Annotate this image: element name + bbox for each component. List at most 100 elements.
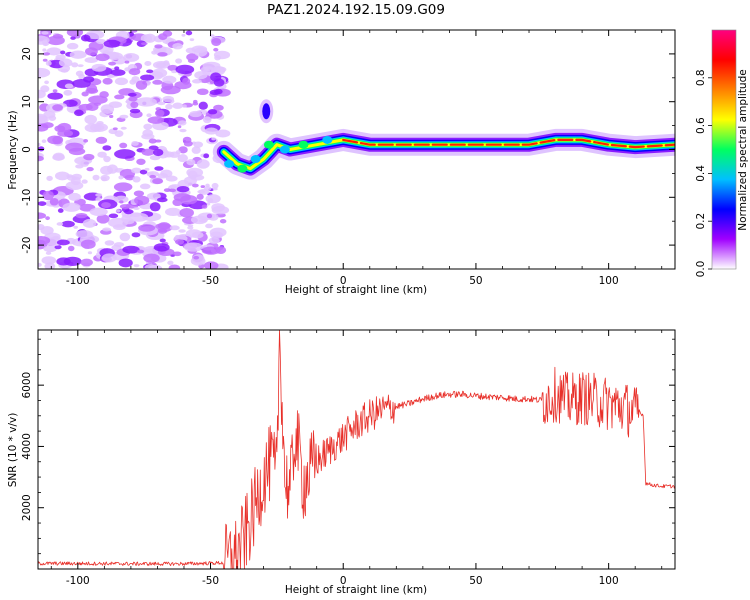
noise-speckle xyxy=(80,34,91,42)
noise-speckle xyxy=(65,142,84,152)
noise-speckle xyxy=(80,239,96,250)
snr-xtick-label: 100 xyxy=(599,575,619,587)
noise-speckle xyxy=(175,234,180,239)
noise-speckle xyxy=(148,145,159,151)
noise-speckle xyxy=(97,151,107,158)
noise-speckle xyxy=(163,151,175,158)
noise-speckle xyxy=(157,222,171,230)
noise-speckle xyxy=(147,116,165,124)
noise-speckle xyxy=(155,62,167,68)
noise-speckle xyxy=(191,79,202,84)
noise-speckle xyxy=(101,202,111,208)
noise-speckle xyxy=(108,213,119,219)
noise-speckle xyxy=(96,214,110,224)
noise-speckle xyxy=(131,232,141,238)
snr-ytick-label: 6000 xyxy=(21,372,33,399)
noise-speckle xyxy=(178,120,187,126)
noise-speckle xyxy=(165,175,178,182)
noise-speckle xyxy=(203,186,212,191)
noise-speckle xyxy=(196,159,210,169)
noise-speckle xyxy=(91,63,107,72)
noise-speckle xyxy=(191,146,201,154)
noise-speckle xyxy=(168,264,181,269)
noise-speckle xyxy=(152,178,164,185)
noise-speckle xyxy=(203,261,219,269)
noise-speckle xyxy=(144,61,152,66)
noise-speckle xyxy=(202,116,212,124)
noise-speckle xyxy=(197,189,206,194)
noise-speckle xyxy=(48,115,57,121)
noise-speckle xyxy=(114,149,136,159)
noise-speckle xyxy=(135,80,148,90)
spectrogram-xtick-label: 0 xyxy=(340,275,347,287)
noise-speckle xyxy=(149,174,157,179)
noise-speckle xyxy=(186,53,199,61)
spectrogram-ytick-label: 0 xyxy=(21,146,33,153)
spectrogram-xtick-label: 50 xyxy=(469,275,482,287)
noise-speckle xyxy=(90,122,108,132)
spectrogram-ytick-label: 10 xyxy=(21,95,33,108)
spectrogram-ytick-label: 20 xyxy=(21,47,33,60)
noise-speckle xyxy=(185,30,193,36)
colorbar-tick-label: 0.8 xyxy=(695,69,707,86)
noise-speckle xyxy=(156,197,168,203)
spectrogram-ytick-label: -20 xyxy=(21,237,33,254)
noise-speckle xyxy=(211,137,216,141)
ridge-blob xyxy=(237,164,248,173)
noise-speckle xyxy=(42,52,51,56)
noise-speckle xyxy=(69,50,87,59)
noise-speckle xyxy=(167,64,179,71)
snr-axes: -100 -50 0 50 100 2000 4000 6000 xyxy=(21,330,675,587)
noise-speckle xyxy=(130,30,138,33)
noise-speckle xyxy=(178,146,188,154)
snr-xtick-label: 0 xyxy=(340,575,347,587)
noise-speckle xyxy=(104,240,115,246)
noise-speckle xyxy=(110,69,126,76)
noise-speckle xyxy=(92,174,100,181)
noise-speckle xyxy=(205,183,210,188)
noise-speckle xyxy=(49,198,59,206)
noise-speckle xyxy=(63,89,73,96)
noise-speckle xyxy=(41,256,57,265)
noise-speckle xyxy=(64,83,74,89)
noise-speckle xyxy=(176,186,190,193)
noise-speckle xyxy=(214,54,221,61)
noise-speckle xyxy=(162,95,175,103)
noise-speckle xyxy=(215,129,231,138)
noise-speckle xyxy=(84,114,97,125)
noise-speckle xyxy=(157,172,168,179)
noise-speckle xyxy=(85,102,99,111)
noise-speckle xyxy=(119,200,124,204)
noise-speckle xyxy=(187,224,194,227)
secondary-feature-core xyxy=(262,103,271,120)
noise-speckle xyxy=(40,122,54,129)
noise-speckle xyxy=(41,139,47,144)
noise-speckle xyxy=(205,223,213,229)
spectrogram-xtick-label: -50 xyxy=(202,275,219,287)
noise-speckle xyxy=(191,231,204,239)
noise-speckle xyxy=(175,239,185,245)
spectrogram-ytick-label: -10 xyxy=(21,189,33,206)
noise-speckle xyxy=(103,39,121,48)
noise-speckle xyxy=(134,195,150,206)
noise-speckle xyxy=(42,190,54,201)
ridge-blob xyxy=(250,155,261,164)
noise-speckle xyxy=(61,220,75,228)
noise-speckle xyxy=(157,52,168,57)
noise-speckle xyxy=(100,174,110,182)
noise-speckle xyxy=(38,262,42,267)
ridge-blob xyxy=(279,145,290,154)
noise-speckle xyxy=(180,195,198,205)
noise-speckle xyxy=(203,153,210,159)
noise-speckle xyxy=(131,140,139,146)
noise-speckle xyxy=(149,155,161,161)
noise-speckle xyxy=(192,101,199,106)
noise-speckle xyxy=(62,202,81,212)
noise-speckle xyxy=(165,103,173,110)
colorbar-bar xyxy=(712,30,736,269)
noise-speckle xyxy=(154,109,165,118)
noise-speckle xyxy=(187,225,194,230)
noise-speckle xyxy=(119,142,128,149)
noise-speckle xyxy=(100,165,113,175)
noise-speckle xyxy=(38,201,47,206)
